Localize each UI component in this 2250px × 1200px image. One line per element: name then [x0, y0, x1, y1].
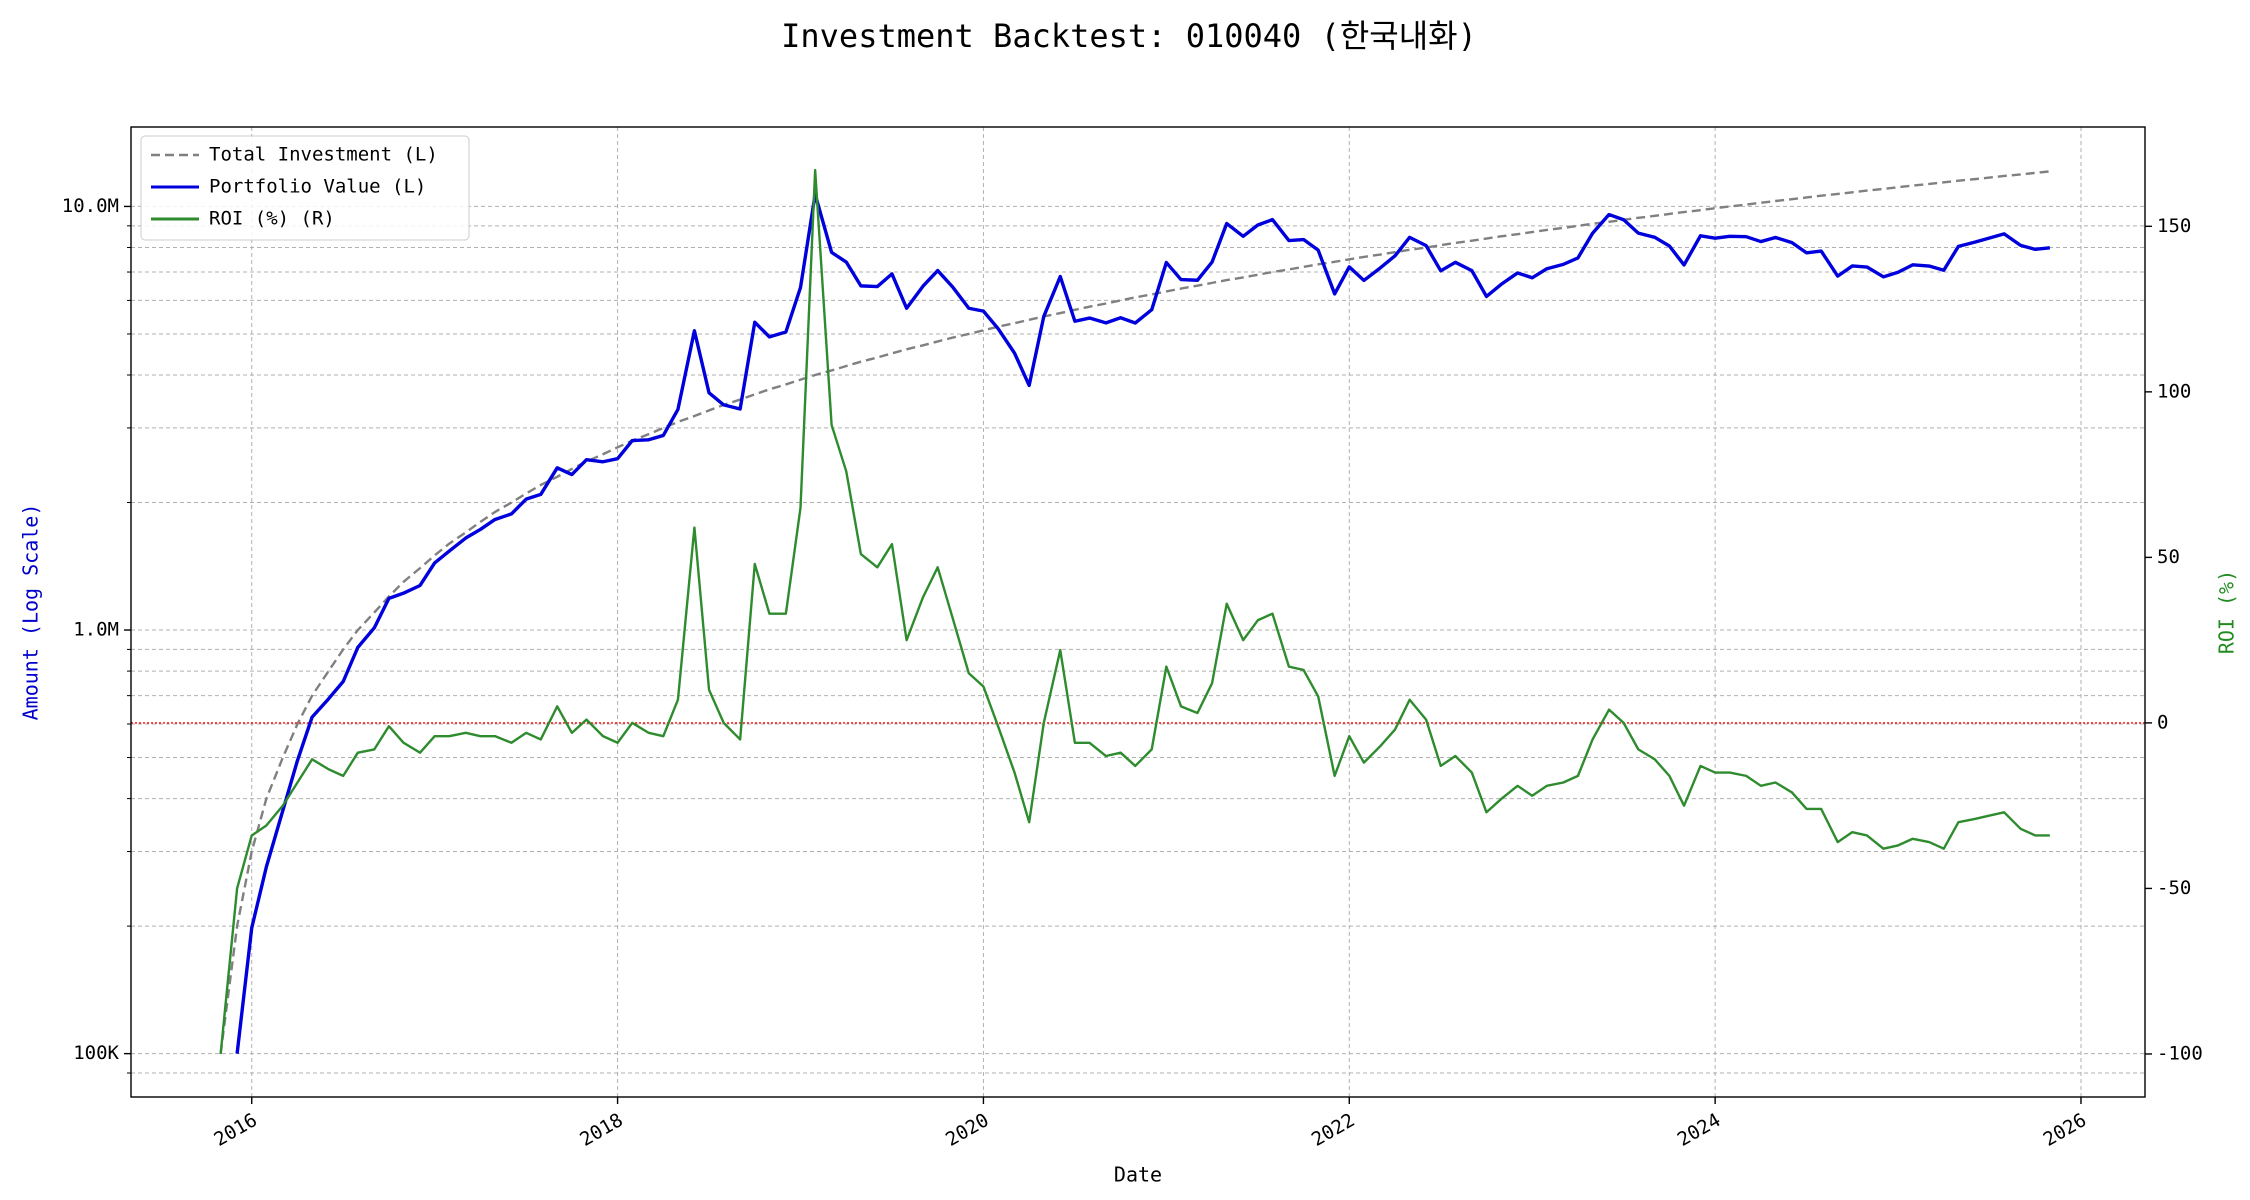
y2-tick-label: 100 [2157, 380, 2191, 402]
y-tick-label: 10.0M [62, 195, 119, 217]
y-tick-label: 100K [73, 1042, 119, 1064]
series-line [219, 168, 2050, 1055]
y2-tick-label: -100 [2157, 1042, 2203, 1064]
y2-tick-label: -50 [2157, 877, 2191, 899]
chart-title: Investment Backtest: 010040 (한국내화) [781, 17, 1477, 55]
x-axis-label: Date [1114, 1163, 1162, 1187]
legend-label: ROI (%) (R) [209, 208, 335, 230]
series-line [235, 192, 2051, 1054]
y-tick-label: 1.0M [73, 619, 119, 641]
y2-axis-label: ROI (%) [2215, 570, 2239, 654]
legend-label: Total Investment (L) [209, 144, 438, 166]
y2-tick-label: 50 [2157, 546, 2180, 568]
y-axis-label: Amount (Log Scale) [19, 504, 43, 721]
plot-frame [130, 126, 2146, 1098]
legend-box [140, 135, 470, 241]
y2-tick-label: 150 [2157, 215, 2191, 237]
y2-tick-label: 0 [2157, 711, 2168, 733]
legend-label: Portfolio Value (L) [209, 176, 426, 198]
plot-area [219, 168, 2051, 1055]
